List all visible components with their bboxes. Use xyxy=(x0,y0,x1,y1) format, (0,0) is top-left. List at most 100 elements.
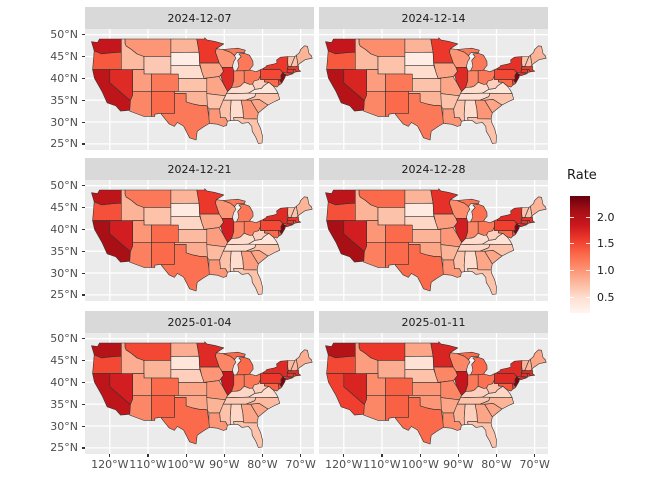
state-KS xyxy=(178,382,208,396)
facet-title: 2025-01-11 xyxy=(401,315,466,329)
y-tick-label: 40°N xyxy=(50,71,78,85)
state-TX xyxy=(394,397,445,445)
state-NM xyxy=(385,395,409,421)
facet-strip-3: 2024-12-21 xyxy=(85,158,314,180)
legend: Rate 2.0 1.5 1.0 0.5 xyxy=(560,165,670,330)
state-SD xyxy=(404,202,434,217)
state-FL xyxy=(467,268,497,295)
state-PA xyxy=(494,68,517,80)
state-FL xyxy=(233,421,263,448)
x-tick-label: 110°W xyxy=(129,458,167,471)
state-KS xyxy=(412,78,442,92)
facet-strip-4: 2024-12-28 xyxy=(319,158,548,180)
state-CO xyxy=(151,73,179,92)
state-AZ xyxy=(129,242,152,268)
state-IA xyxy=(433,62,458,79)
y-tick-label: 35°N xyxy=(50,244,78,258)
y-axis-tick xyxy=(82,403,85,405)
legend-tick-label: 1.0 xyxy=(597,263,615,277)
y-tick-label: 30°N xyxy=(50,419,78,433)
state-WI xyxy=(449,199,471,219)
facet-title: 2024-12-21 xyxy=(167,162,232,176)
x-axis-tick xyxy=(457,454,459,457)
state-WY xyxy=(377,360,406,379)
state-KS xyxy=(178,78,208,92)
y-tick-label: 40°N xyxy=(50,222,78,236)
state-ND xyxy=(404,342,434,357)
state-NC xyxy=(479,92,514,106)
state-OR xyxy=(92,50,122,70)
facet-strip-6: 2025-01-11 xyxy=(319,311,548,333)
state-NM xyxy=(151,91,175,117)
state-TX xyxy=(160,93,211,141)
state-TX xyxy=(394,93,445,141)
state-TX xyxy=(160,397,211,445)
legend-tick xyxy=(570,269,574,271)
y-axis-tick xyxy=(82,294,85,296)
state-WY xyxy=(143,56,172,75)
state-OR xyxy=(92,354,122,374)
state-MN xyxy=(196,341,225,368)
x-axis-tick xyxy=(223,454,225,457)
state-OR xyxy=(326,201,356,221)
y-tick-label: 30°N xyxy=(50,266,78,280)
y-axis-tick xyxy=(82,360,85,362)
x-tick-label: 70°W xyxy=(519,458,550,471)
y-tick-label: 50°N xyxy=(50,28,78,42)
legend-tick-label: 1.5 xyxy=(597,237,615,251)
y-tick-label: 45°N xyxy=(50,201,78,215)
x-tick-label: 100°W xyxy=(401,458,439,471)
x-tick-label: 80°W xyxy=(481,458,512,471)
state-NM xyxy=(385,242,409,268)
state-NC xyxy=(245,92,280,106)
state-IA xyxy=(199,62,224,79)
state-PA xyxy=(494,219,517,231)
legend-tick-label: 0.5 xyxy=(597,290,615,304)
facet-title: 2024-12-14 xyxy=(401,11,466,25)
state-KS xyxy=(178,229,208,243)
state-ME xyxy=(296,196,313,217)
y-tick-label: 50°N xyxy=(50,179,78,193)
state-SD xyxy=(404,355,434,370)
state-SD xyxy=(404,51,434,66)
state-ME xyxy=(530,349,547,370)
state-ND xyxy=(404,38,434,53)
state-AZ xyxy=(363,395,386,421)
y-tick-label: 30°N xyxy=(50,115,78,129)
map-panel-3 xyxy=(85,180,314,301)
state-VT xyxy=(521,56,530,67)
state-WY xyxy=(143,207,172,226)
y-axis-tick xyxy=(82,185,85,187)
y-axis-tick xyxy=(82,425,85,427)
state-ND xyxy=(404,189,434,204)
state-KS xyxy=(412,382,442,396)
state-MI xyxy=(222,47,246,56)
y-tick-label: 50°N xyxy=(50,332,78,346)
state-SD xyxy=(170,51,200,66)
state-NC xyxy=(245,243,280,257)
state-MI xyxy=(236,356,254,376)
map-panel-1 xyxy=(85,29,314,150)
state-OR xyxy=(326,50,356,70)
state-NM xyxy=(385,91,409,117)
state-ME xyxy=(530,196,547,217)
state-NC xyxy=(479,396,514,410)
x-tick-label: 80°W xyxy=(247,458,278,471)
x-axis-tick xyxy=(300,454,302,457)
legend-tick xyxy=(586,269,590,271)
state-AZ xyxy=(129,395,152,421)
state-WI xyxy=(449,352,471,372)
state-FL xyxy=(233,117,263,144)
state-PA xyxy=(260,219,283,231)
state-MI xyxy=(222,198,246,207)
state-NM xyxy=(151,242,175,268)
state-ME xyxy=(296,349,313,370)
x-tick-label: 90°W xyxy=(443,458,474,471)
x-axis-tick xyxy=(534,454,536,457)
state-SD xyxy=(170,202,200,217)
x-axis-tick xyxy=(261,454,264,457)
state-VT xyxy=(287,360,296,371)
state-AZ xyxy=(363,91,386,117)
state-VT xyxy=(287,56,296,67)
